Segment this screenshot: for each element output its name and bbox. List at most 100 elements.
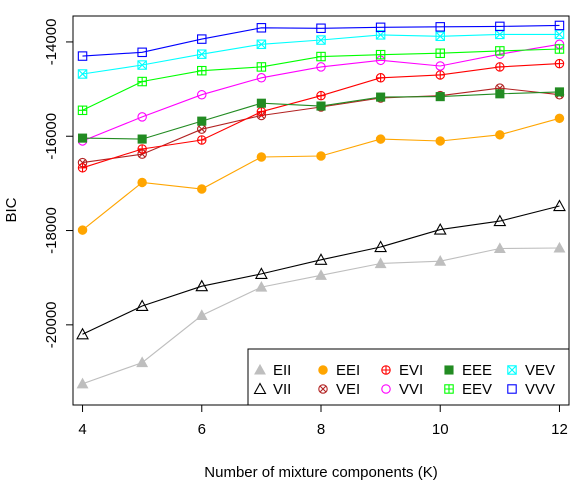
y-tick-label: -18000 [43,207,60,254]
data-point-vii-k9 [374,240,388,253]
legend-label-evi: EVI [399,362,423,379]
legend-item-vii: VII [253,381,291,398]
data-point-eei-k8 [316,151,326,161]
data-point-evi-k9 [375,73,386,83]
series-line-vvi [82,43,560,142]
legend-label-vev: VEV [525,362,555,379]
data-point-eei-k7 [256,152,267,162]
legend-marker-evi [381,365,391,375]
legend-label-vvi: VVI [399,381,423,398]
legend-marker-eev [444,384,454,394]
data-point-eei-k6 [197,184,207,194]
data-point-vev-k5 [137,60,147,70]
data-point-vvi-k5 [137,112,147,122]
data-point-eei-k5 [137,177,147,188]
data-point-eii-k6 [195,309,208,320]
legend-marker-eee [444,365,454,375]
legend-label-eev: EEV [462,381,492,398]
legend-item-vev: VEV [507,362,555,379]
data-point-evi-k8 [316,90,326,101]
series-layer [76,20,566,389]
legend-label-eei: EEI [336,362,360,379]
data-point-vvv-k4 [77,51,88,61]
y-tick-label: -14000 [43,19,60,66]
data-point-eev-k9 [375,49,386,60]
data-point-eev-k5 [137,76,147,87]
legend-marker-vvi [381,384,391,394]
data-point-eev-k7 [256,62,267,72]
data-point-eei-k10 [435,136,445,146]
data-point-vvv-k12 [554,20,565,31]
data-point-vvi-k7 [256,73,267,83]
legend-marker-vii [253,382,267,395]
data-point-evi-k6 [197,135,207,145]
legend-marker-vei [318,384,328,394]
legend-label-vii: VII [273,381,291,398]
data-point-eev-k12 [554,44,565,54]
data-point-vev-k8 [316,35,326,45]
series-vvv [77,20,565,61]
series-vev [77,29,565,79]
legend-label-vei: VEI [336,381,360,398]
plot-frame [72,15,570,406]
x-tick-label: 10 [432,421,449,438]
data-point-eii-k5 [136,356,149,368]
data-point-eii-k10 [434,255,447,266]
legend-label-eii: EII [273,362,291,379]
legend-marker-eei [318,365,328,375]
series-evi [77,58,565,173]
series-vii [76,199,566,340]
x-tick-label: 6 [198,421,206,438]
legend-label-vvv: VVV [525,381,555,398]
data-point-eev-k10 [435,48,445,58]
data-point-vvv-k5 [137,47,147,58]
data-point-vii-k6 [195,279,209,292]
legend-item-evi: EVI [381,362,423,379]
legend-item-eei: EEI [318,362,360,379]
data-point-vii-k10 [433,222,447,235]
data-point-vii-k7 [254,267,268,279]
data-point-evi-k12 [554,58,565,69]
data-point-eee-k7 [256,98,266,108]
data-point-vvv-k11 [495,21,505,32]
series-eee [77,87,565,144]
x-axis: 4 6 8 10 12 [78,405,568,438]
data-point-eii-k12 [553,241,566,253]
data-point-vii-k8 [314,253,328,265]
x-tick-label: 12 [551,421,568,438]
x-axis-label: Number of mixture components (K) [204,464,437,481]
data-point-vii-k4 [76,327,89,340]
legend-label-eee: EEE [462,362,492,379]
legend-marker-vev [507,365,517,375]
data-point-evi-k7 [256,106,267,117]
data-point-vvi-k6 [197,89,207,100]
data-point-eee-k6 [197,116,207,126]
data-point-vvv-k10 [435,22,445,32]
data-point-eev-k6 [197,65,207,76]
data-point-eei-k9 [375,134,386,144]
data-point-eii-k4 [76,377,89,389]
data-point-eee-k5 [137,134,147,144]
data-point-evi-k10 [435,70,445,80]
legend-item-vvi: VVI [381,381,423,398]
legend-item-eev: EEV [444,381,492,398]
y-axis: -20000 -18000 -16000 -14000 [43,19,73,348]
legend-marker-eii [254,363,266,375]
data-point-eee-k4 [77,133,88,143]
data-point-vvv-k9 [375,22,386,33]
series-eei [77,113,565,235]
data-point-vii-k11 [493,214,507,227]
x-tick-label: 8 [317,421,325,438]
data-point-evi-k5 [137,144,147,154]
data-point-eei-k4 [77,225,88,235]
data-point-vvv-k7 [256,23,267,33]
data-point-eei-k11 [495,130,505,140]
data-point-vev-k7 [256,39,267,50]
data-point-eee-k10 [435,92,445,102]
data-point-eii-k11 [493,242,506,254]
data-point-eii-k9 [374,257,387,269]
data-point-eee-k11 [495,89,505,99]
legend-box [247,348,570,406]
